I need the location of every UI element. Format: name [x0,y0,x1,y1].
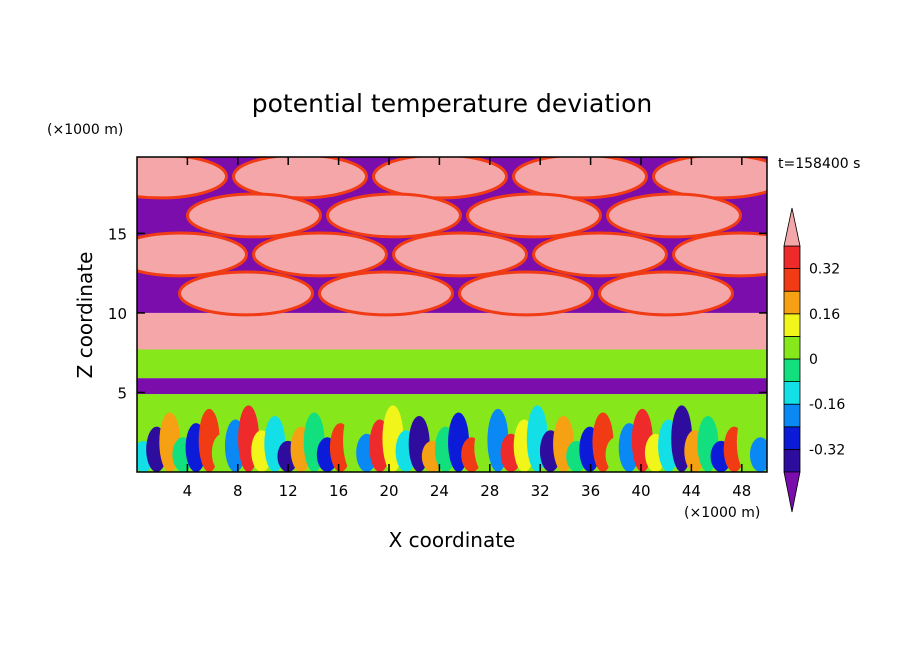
colorbar-segment [783,358,801,383]
x-tick-label: 12 [279,482,298,500]
colorbar: -0.32 -0.16 0 0.16 0.32 [783,207,845,513]
field-cell [598,270,734,317]
x-unit-label: (×1000 m) [684,505,760,521]
x-tick-label: 36 [581,482,600,500]
time-label: t=158400 s [778,156,860,172]
colorbar-segment [783,335,801,360]
y-axis-label: Z coordinate [73,252,97,379]
colorbar-segment [783,448,801,473]
field-cell [652,157,767,200]
field-cell [318,270,454,317]
chart-title: potential temperature deviation [252,89,652,118]
field-cell [326,192,462,239]
colorbar-segment [783,381,801,405]
field-cell [186,192,322,239]
colorbar-tick-label: 0.16 [809,307,840,323]
field-cell [672,231,767,278]
field-cell [458,270,594,317]
x-tick-label: 48 [732,482,751,500]
y-tick-label: 10 [108,305,127,323]
colorbar-segment [783,403,801,428]
field-cell [749,437,767,472]
field-cell [532,231,668,278]
colorbar-tick-label: -0.16 [809,397,845,413]
field-cell [137,231,248,278]
field-cell [252,231,388,278]
y-axis-ticks: 5 10 15 [108,225,767,402]
x-tick-label: 40 [631,482,650,500]
field-cell [232,157,368,200]
field-cell [466,192,602,239]
colorbar-segment [783,268,801,292]
x-tick-label: 28 [480,482,499,500]
colorbar-tick-label: -0.32 [809,442,845,458]
data-field [137,157,767,472]
field-cell [372,157,508,200]
field-band [137,312,767,350]
plot-area [137,157,767,472]
colorbar-segment [783,245,801,270]
field-cell [606,192,742,239]
colorbar-extend-max [783,207,801,247]
colorbar-segment [783,426,801,450]
colorbar-segment [783,313,801,337]
field-band [137,349,767,379]
colorbar-extend-min [783,471,801,513]
field-cell [178,270,314,317]
x-tick-label: 8 [233,482,243,500]
x-axis-ticks: 4 8 12 16 20 24 28 32 36 40 44 48 [183,157,751,500]
x-tick-label: 24 [430,482,449,500]
x-tick-label: 44 [682,482,701,500]
x-tick-label: 4 [183,482,193,500]
colorbar-tick-label: 0 [809,352,818,368]
colorbar-segment [783,290,801,315]
x-tick-label: 16 [329,482,348,500]
x-axis-label: X coordinate [389,528,516,552]
y-tick-label: 5 [117,384,127,402]
field-band [137,378,767,395]
plot-frame [136,156,768,473]
field-cell [137,157,228,200]
colorbar-tick-label: 0.32 [809,262,840,278]
field-cell [512,157,648,200]
x-tick-label: 32 [531,482,550,500]
y-unit-label: (×1000 m) [47,122,123,138]
y-tick-label: 15 [108,225,127,243]
x-tick-label: 20 [379,482,398,500]
field-cell [392,231,528,278]
